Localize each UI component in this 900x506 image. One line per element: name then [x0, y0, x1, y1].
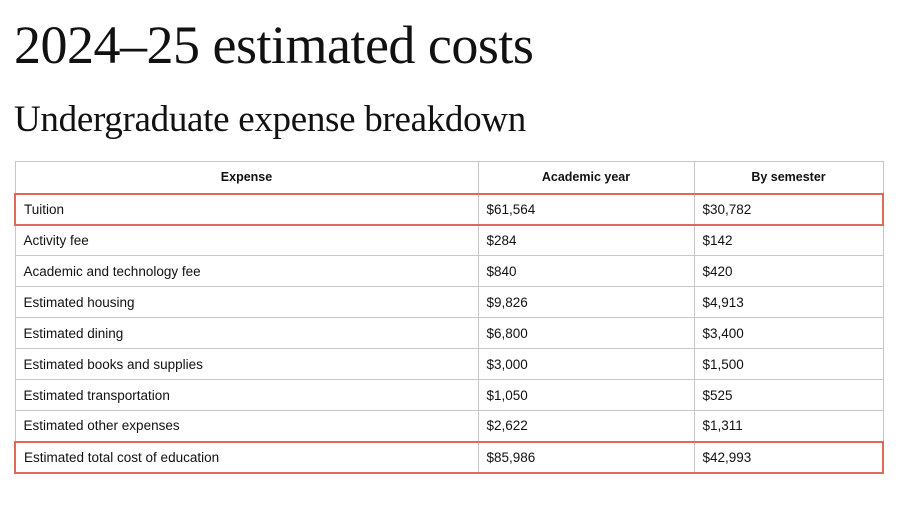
table-row: Estimated other expenses $2,622 $1,311 — [14, 410, 884, 442]
page-title: 2024–25 estimated costs — [14, 15, 534, 75]
cell-expense: Estimated other expenses — [14, 410, 479, 442]
cell-academic-year: $61,564 — [477, 192, 695, 226]
cell-by-semester: $525 — [693, 379, 884, 411]
table-row: Estimated books and supplies $3,000 $1,500 — [14, 348, 884, 380]
table-row: Estimated transportation $1,050 $525 — [14, 379, 884, 411]
cell-by-semester: $30,782 — [693, 192, 884, 226]
cell-by-semester: $420 — [693, 255, 884, 287]
table-row-highlighted: Estimated total cost of education $85,986… — [14, 440, 884, 474]
cell-academic-year: $9,826 — [477, 286, 695, 318]
cell-academic-year: $6,800 — [477, 317, 695, 349]
cell-by-semester: $42,993 — [693, 440, 884, 474]
table-row: Academic and technology fee $840 $420 — [14, 255, 884, 287]
header-academic-year: Academic year — [477, 161, 695, 194]
table-row-highlighted: Tuition $61,564 $30,782 — [14, 192, 884, 226]
cell-by-semester: $1,500 — [693, 348, 884, 380]
cell-academic-year: $2,622 — [477, 410, 695, 442]
cost-table: Expense Academic year By semester Tuitio… — [14, 161, 884, 474]
cell-expense: Estimated total cost of education — [14, 440, 479, 474]
header-expense: Expense — [14, 161, 479, 194]
cell-expense: Estimated transportation — [14, 379, 479, 411]
cell-expense: Academic and technology fee — [14, 255, 479, 287]
cell-by-semester: $142 — [693, 224, 884, 256]
cell-expense: Estimated housing — [14, 286, 479, 318]
cost-table-container: Expense Academic year By semester Tuitio… — [14, 161, 884, 474]
cell-expense: Estimated dining — [14, 317, 479, 349]
cell-expense: Activity fee — [14, 224, 479, 256]
cell-academic-year: $284 — [477, 224, 695, 256]
cell-by-semester: $1,311 — [693, 410, 884, 442]
table-body: Tuition $61,564 $30,782 Activity fee $284 $14… — [14, 192, 884, 474]
cell-expense: Estimated books and supplies — [14, 348, 479, 380]
cell-by-semester: $3,400 — [693, 317, 884, 349]
table-row: Estimated dining $6,800 $3,400 — [14, 317, 884, 349]
header-by-semester: By semester — [693, 161, 884, 194]
cell-academic-year: $1,050 — [477, 379, 695, 411]
cell-academic-year: $85,986 — [477, 440, 695, 474]
cell-expense: Tuition — [14, 192, 479, 226]
table-row: Activity fee $284 $142 — [14, 224, 884, 256]
cell-academic-year: $3,000 — [477, 348, 695, 380]
table-row: Estimated housing $9,826 $4,913 — [14, 286, 884, 318]
page-subtitle: Undergraduate expense breakdown — [14, 99, 526, 140]
table-header-row: Expense Academic year By semester — [14, 161, 884, 194]
cell-academic-year: $840 — [477, 255, 695, 287]
cell-by-semester: $4,913 — [693, 286, 884, 318]
